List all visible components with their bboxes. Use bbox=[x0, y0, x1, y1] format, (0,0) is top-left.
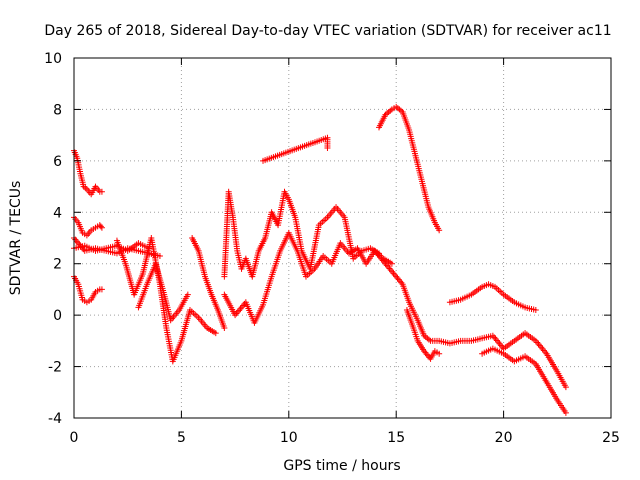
data-point bbox=[98, 188, 105, 195]
data-point bbox=[436, 350, 443, 357]
x-axis-label: GPS time / hours bbox=[283, 458, 400, 474]
data-point bbox=[388, 260, 395, 267]
data-point bbox=[98, 224, 105, 231]
data-points bbox=[71, 103, 569, 416]
data-point bbox=[532, 307, 539, 313]
series-track-m bbox=[403, 307, 443, 362]
series-track-l bbox=[371, 247, 569, 391]
data-point bbox=[98, 286, 105, 293]
x-tick-label: 25 bbox=[602, 430, 620, 446]
y-tick-label: 2 bbox=[53, 257, 62, 273]
x-tick-label: 10 bbox=[280, 430, 298, 446]
series-track-o bbox=[479, 345, 569, 416]
series-track-j bbox=[221, 229, 395, 326]
x-axis-ticks: 0 5 10 15 20 25 bbox=[70, 58, 620, 446]
data-point bbox=[97, 223, 104, 230]
series-track-k bbox=[376, 103, 443, 234]
data-point bbox=[436, 227, 443, 234]
y-tick-label: 4 bbox=[53, 205, 62, 221]
data-point bbox=[324, 145, 331, 151]
data-point bbox=[156, 253, 163, 259]
data-point bbox=[184, 291, 191, 298]
series-track-n bbox=[446, 281, 539, 313]
x-tick-label: 15 bbox=[387, 430, 405, 446]
plot-frame bbox=[73, 57, 612, 419]
x-tick-label: 20 bbox=[495, 430, 513, 446]
series-track-g bbox=[135, 260, 191, 324]
y-tick-label: 6 bbox=[53, 154, 62, 170]
y-tick-label: 8 bbox=[53, 102, 62, 118]
series-track-h bbox=[189, 235, 228, 331]
grid-lines bbox=[74, 58, 611, 418]
y-tick-label: 10 bbox=[44, 51, 62, 67]
data-point bbox=[562, 409, 569, 416]
series-track-b bbox=[71, 214, 105, 239]
data-point bbox=[562, 384, 569, 391]
series-track-a bbox=[71, 147, 105, 198]
x-tick-label: 0 bbox=[70, 430, 79, 446]
chart-title: Day 265 of 2018, Sidereal Day-to-day VTE… bbox=[44, 23, 611, 39]
y-tick-label: 0 bbox=[53, 308, 62, 324]
series-track-f bbox=[113, 235, 219, 365]
y-tick-label: -4 bbox=[48, 411, 62, 427]
y-axis-label: SDTVAR / TECUs bbox=[8, 181, 24, 296]
data-point bbox=[221, 325, 228, 331]
data-point bbox=[212, 330, 219, 337]
y-axis-ticks: -4 -2 0 2 4 6 8 10 bbox=[44, 51, 611, 427]
series-track-c bbox=[71, 273, 105, 306]
y-tick-label: -2 bbox=[48, 360, 62, 376]
series-outliers bbox=[260, 134, 331, 164]
x-tick-label: 5 bbox=[177, 430, 186, 446]
